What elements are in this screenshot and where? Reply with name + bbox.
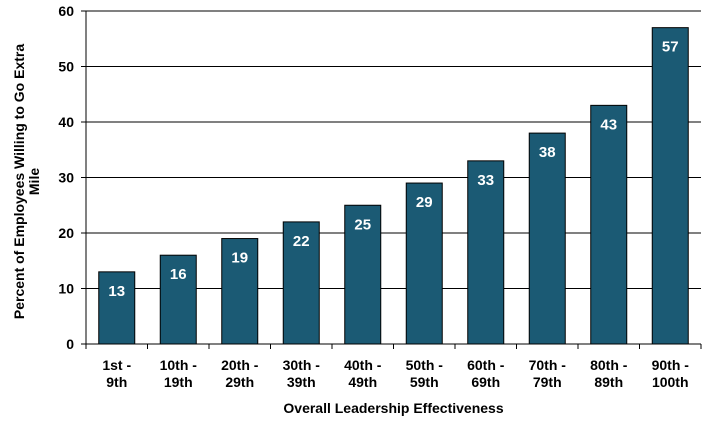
x-category-label: 80th - (590, 357, 628, 373)
bar (467, 160, 505, 345)
bar-value-label: 16 (170, 266, 187, 283)
bars (98, 27, 689, 345)
y-tick-label: 0 (66, 336, 74, 352)
x-category-label: 29th (225, 374, 254, 390)
x-category-label: 60th - (467, 357, 505, 373)
bar (282, 221, 320, 345)
bar (590, 104, 628, 345)
y-axis-title-line: Mile (26, 168, 42, 195)
bar-value-label: 19 (231, 250, 248, 267)
x-category-label: 39th (287, 374, 316, 390)
x-category-label: 40th - (344, 357, 382, 373)
x-category-label: 90th - (652, 357, 690, 373)
y-tick-label: 20 (58, 225, 74, 241)
x-axis-title: Overall Leadership Effectiveness (283, 400, 503, 416)
data-labels: 13 16 19 22 25 29 33 38 43 57 (108, 39, 678, 300)
x-category-label: 69th (471, 374, 500, 390)
x-category-label: 30th - (283, 357, 321, 373)
bar-value-label: 13 (108, 283, 125, 300)
x-category-label: 100th (652, 374, 689, 390)
bar (651, 27, 689, 345)
bar-value-label: 43 (600, 116, 617, 133)
x-category-label: 89th (594, 374, 623, 390)
y-axis-title: Percent of Employees Willing to Go Extra… (11, 44, 42, 319)
bar-value-label: 25 (354, 216, 371, 233)
bar-value-label: 29 (416, 194, 433, 211)
y-tick-label: 40 (58, 114, 74, 130)
bar (344, 204, 382, 345)
x-category-label: 70th - (529, 357, 567, 373)
x-category-label: 10th - (160, 357, 198, 373)
bar (221, 238, 259, 345)
x-category-label: 79th (533, 374, 562, 390)
x-category-label: 20th - (221, 357, 259, 373)
y-tick-label: 50 (58, 59, 74, 75)
x-category-label: 49th (348, 374, 377, 390)
bar-value-label: 22 (293, 233, 310, 250)
x-category-label: 9th (106, 374, 127, 390)
bar-value-label: 33 (477, 172, 494, 189)
y-tick-label: 30 (58, 170, 74, 186)
x-category-label: 59th (410, 374, 439, 390)
bar-value-label: 38 (539, 144, 556, 161)
x-axis-categories: 1st -9th 10th -19th 20th -29th 30th -39th 40… (85, 344, 702, 390)
x-category-label: 19th (164, 374, 193, 390)
x-category-label: 50th - (406, 357, 444, 373)
y-axis-title-line: Percent of Employees Willing to Go Extra (11, 44, 27, 319)
y-tick-label: 60 (58, 3, 74, 19)
bar (159, 254, 197, 345)
bar-value-label: 57 (662, 39, 679, 56)
y-axis-ticks: 0 10 20 30 40 50 60 (58, 3, 86, 352)
bar (405, 182, 443, 345)
x-category-label: 1st - (102, 357, 131, 373)
y-tick-label: 10 (58, 281, 74, 297)
bar (528, 132, 566, 345)
